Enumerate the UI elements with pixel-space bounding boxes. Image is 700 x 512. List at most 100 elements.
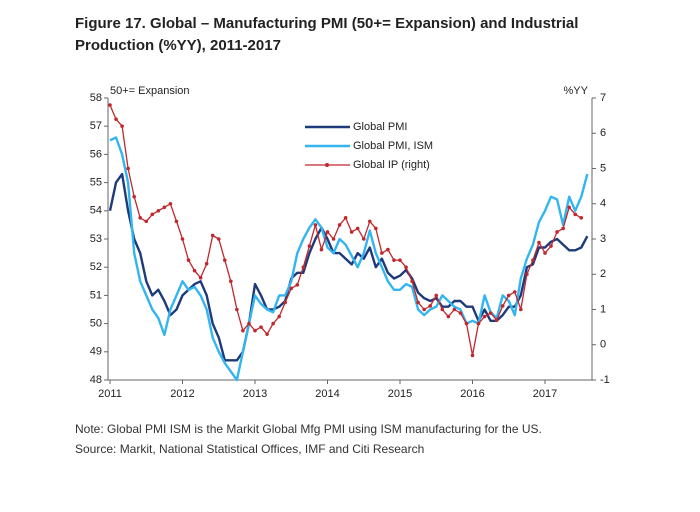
series-marker: [549, 244, 553, 248]
series-marker: [380, 251, 384, 255]
series-marker: [132, 194, 136, 199]
series-marker: [525, 272, 529, 277]
series-marker: [138, 216, 143, 220]
series-marker: [367, 219, 372, 224]
series-marker: [567, 205, 571, 210]
series-marker: [434, 293, 439, 298]
series-marker: [428, 304, 433, 308]
series-marker: [150, 212, 155, 217]
series-marker: [331, 237, 336, 241]
series-marker: [301, 265, 306, 270]
series-marker: [186, 258, 191, 262]
series-marker: [543, 251, 547, 255]
series-marker: [180, 237, 185, 241]
series-marker: [458, 311, 463, 315]
series-marker: [235, 307, 239, 312]
x-tick-label: 2011: [98, 388, 122, 400]
legend-label: Global PMI, ISM: [353, 140, 433, 152]
series-marker: [277, 314, 281, 319]
y-tick-label: 48: [90, 374, 102, 386]
series-marker: [561, 226, 565, 231]
legend-label: Global IP (right): [353, 159, 430, 171]
y-tick-label: 50: [90, 318, 102, 330]
series-line: [108, 172, 589, 362]
series-marker: [446, 314, 451, 319]
x-tick-label: 2016: [460, 388, 484, 400]
series-marker: [361, 237, 366, 241]
x-tick-label: 2017: [533, 388, 557, 400]
y-tick-label: 51: [90, 289, 102, 301]
series-marker: [386, 247, 390, 252]
series-marker: [404, 265, 408, 270]
y2-tick-label: 3: [600, 233, 606, 245]
series-marker: [174, 219, 179, 224]
x-tick-label: 2015: [388, 388, 412, 400]
series-marker: [422, 307, 426, 312]
series-marker: [108, 103, 112, 107]
series-marker: [555, 230, 559, 234]
series-marker: [253, 328, 257, 333]
series-marker: [271, 321, 275, 326]
series-marker: [476, 321, 481, 326]
series-marker: [531, 258, 535, 262]
series-marker: [494, 318, 499, 322]
series-marker: [488, 311, 493, 315]
series-marker: [337, 223, 342, 227]
series-marker: [241, 328, 245, 333]
y-tick-label: 55: [90, 177, 102, 189]
y2-tick-label: 2: [600, 268, 606, 280]
y-tick-label: 56: [90, 148, 102, 160]
series-marker: [289, 286, 294, 291]
series-marker: [519, 307, 523, 312]
y-tick-label: 58: [90, 92, 102, 104]
series-marker: [295, 283, 300, 287]
series-marker: [440, 307, 445, 312]
series-marker: [120, 124, 124, 128]
y2-tick-label: -1: [600, 374, 610, 386]
series-marker: [216, 237, 221, 241]
y2-tick-label: 4: [600, 198, 606, 210]
source: Source: Markit, National Statistical Off…: [75, 442, 424, 456]
chart-title-line1: Figure 17. Global – Manufacturing PMI (5…: [75, 15, 578, 54]
series-marker: [307, 244, 312, 248]
series-marker: [265, 332, 269, 336]
series-marker: [512, 290, 517, 294]
series-marker: [144, 219, 149, 224]
y-tick-label: 49: [90, 346, 102, 358]
series-marker: [192, 268, 197, 273]
series-line: [109, 136, 589, 382]
series-marker: [114, 117, 118, 121]
series-marker: [355, 226, 360, 231]
series-marker: [198, 275, 203, 280]
series-marker: [537, 240, 541, 245]
series-marker: [500, 304, 505, 308]
series-marker: [573, 212, 578, 217]
series-marker: [398, 258, 402, 262]
series-marker: [343, 216, 348, 220]
y2-tick-label: 0: [600, 339, 606, 351]
series-marker: [319, 247, 324, 252]
series-line: [109, 104, 582, 356]
series-marker: [482, 314, 487, 319]
series-marker: [452, 307, 457, 312]
series-marker: [506, 293, 511, 298]
series-marker: [204, 261, 209, 266]
legend-label: Global PMI: [353, 121, 407, 133]
y-tick-label: 52: [90, 261, 102, 273]
series-marker: [392, 258, 396, 262]
series-marker: [222, 258, 227, 262]
y2-tick-label: 6: [600, 127, 606, 139]
series-marker: [464, 321, 469, 326]
y2-tick-label: 7: [600, 92, 606, 104]
series-marker: [229, 279, 233, 284]
series-marker: [283, 300, 288, 305]
x-tick-label: 2012: [170, 388, 194, 400]
legend-marker: [325, 163, 329, 167]
series-marker: [374, 226, 378, 231]
series-marker: [579, 216, 584, 220]
x-tick-label: 2014: [315, 388, 339, 400]
series-marker: [156, 209, 161, 213]
series-marker: [210, 233, 215, 238]
series-marker: [162, 205, 167, 210]
